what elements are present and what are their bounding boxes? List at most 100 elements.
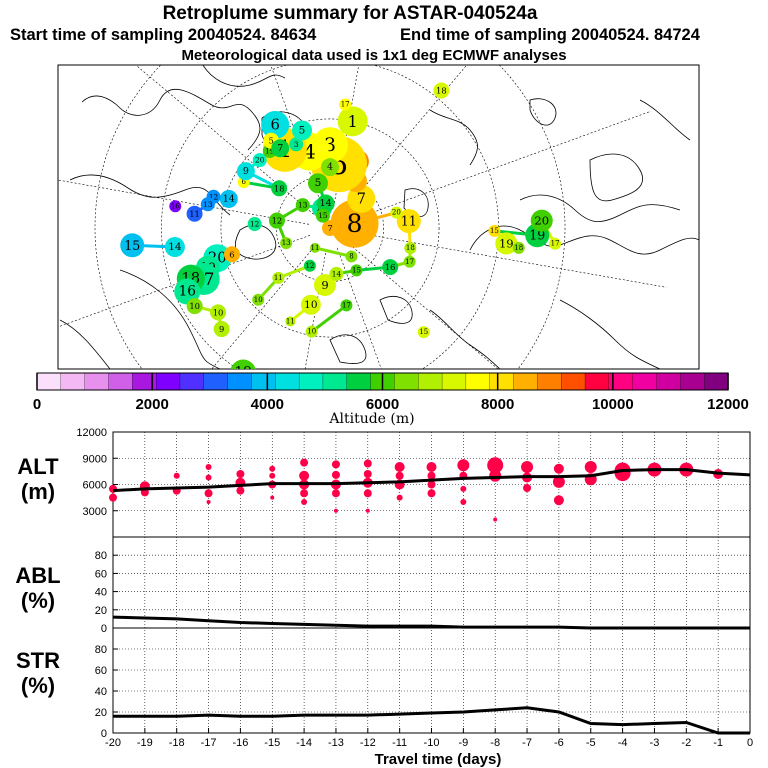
plume-bubble bbox=[404, 242, 417, 255]
plume-day-label: 14 bbox=[168, 241, 182, 253]
end-time-text: End time of sampling 20040524. 84724 bbox=[400, 26, 701, 44]
plume-bubble bbox=[219, 189, 238, 208]
plume-bubble bbox=[321, 158, 339, 177]
alt-data-point bbox=[396, 494, 403, 501]
alt-data-point bbox=[584, 461, 597, 473]
alt-data-point bbox=[553, 463, 564, 474]
alt-data-point bbox=[553, 495, 564, 506]
alt-data-point bbox=[109, 493, 117, 502]
colorbar-cell bbox=[203, 372, 229, 391]
plume-bubble bbox=[169, 200, 182, 213]
colorbar-cell bbox=[513, 372, 539, 391]
alt-data-point bbox=[205, 474, 212, 481]
alt-data-point bbox=[331, 470, 340, 479]
abl-panel-unit: (%) bbox=[21, 588, 55, 613]
plume-bubble bbox=[530, 209, 553, 232]
y-tick-label: 12000 bbox=[76, 427, 107, 439]
x-tick-label: -15 bbox=[264, 737, 280, 749]
plume-day-label: 7 bbox=[327, 223, 332, 233]
y-tick-label: 80 bbox=[95, 644, 107, 656]
alt-data-point bbox=[460, 485, 467, 492]
alt-data-point bbox=[427, 480, 436, 489]
plume-bubble bbox=[433, 82, 450, 99]
plume-bubble bbox=[303, 259, 316, 272]
x-tick-label: -16 bbox=[232, 737, 248, 749]
x-tick-label: -8 bbox=[490, 737, 500, 749]
colorbar-cell bbox=[36, 372, 62, 391]
plume-bubble bbox=[417, 326, 430, 339]
plume-day-label: 16 bbox=[385, 262, 396, 272]
x-tick-label: -6 bbox=[554, 737, 564, 749]
plume-bubble bbox=[120, 233, 145, 258]
alt-data-point bbox=[301, 499, 308, 505]
alt-mean-line bbox=[112, 468, 751, 493]
plume-bubble bbox=[340, 299, 353, 312]
x-tick-label: -14 bbox=[296, 737, 312, 749]
plume-day-label: 17 bbox=[551, 240, 560, 248]
plume-bubble bbox=[252, 153, 267, 168]
colorbar-cell bbox=[561, 372, 586, 391]
plume-bubble bbox=[314, 273, 337, 296]
plume-day-label: 12 bbox=[272, 216, 283, 226]
plume-bubble bbox=[292, 120, 313, 141]
x-tick-label: -2 bbox=[681, 737, 691, 749]
plume-bubble bbox=[271, 139, 290, 158]
plume-bubble bbox=[512, 241, 525, 254]
plume-bubble bbox=[322, 220, 338, 236]
plume-day-label: 7 bbox=[277, 143, 283, 154]
colorbar-tick-label: 0 bbox=[33, 396, 41, 413]
latitude-circle bbox=[94, 65, 566, 369]
y-tick-label: 3000 bbox=[83, 506, 107, 518]
colorbar-tick-label: 4000 bbox=[251, 396, 284, 413]
plume-day-label: 11 bbox=[286, 317, 295, 325]
alt-data-point bbox=[299, 470, 310, 481]
alt-data-point bbox=[331, 489, 340, 498]
x-tick-label: -13 bbox=[328, 737, 344, 749]
alt-data-point bbox=[236, 486, 245, 495]
colorbar-cell bbox=[680, 372, 705, 391]
colorbar-cell bbox=[322, 372, 348, 391]
colorbar-tick-label: 10000 bbox=[592, 396, 634, 413]
plume-day-label: 14 bbox=[320, 198, 332, 209]
plume-day-label: 19 bbox=[499, 236, 514, 250]
x-tick-label: -9 bbox=[458, 737, 468, 749]
plume-bubble bbox=[210, 304, 227, 321]
y-tick-label: 20 bbox=[95, 605, 107, 617]
alt-data-point bbox=[427, 471, 436, 480]
plume-bubble bbox=[549, 237, 562, 250]
colorbar-cell bbox=[584, 372, 610, 391]
alt-data-point bbox=[460, 499, 467, 505]
plume-bubble bbox=[213, 321, 230, 338]
colorbar-cell bbox=[155, 372, 181, 391]
plume-day-label: 11 bbox=[401, 214, 417, 229]
alt-data-point bbox=[395, 471, 404, 480]
colorbar-cell bbox=[489, 372, 515, 391]
plume-day-label: 16 bbox=[179, 284, 196, 300]
plume-bubble bbox=[396, 209, 421, 234]
x-tick-label: -18 bbox=[169, 737, 185, 749]
colorbar-cell bbox=[346, 372, 372, 391]
alt-data-point bbox=[523, 484, 532, 492]
plume-day-label: 17 bbox=[341, 100, 350, 108]
plume-day-label: 15 bbox=[490, 227, 499, 235]
plume-bubble bbox=[307, 173, 328, 194]
x-tick-label: -11 bbox=[392, 737, 407, 749]
plume-day-label: 15 bbox=[352, 266, 361, 274]
plume-bubble bbox=[339, 98, 352, 111]
figure-title: Retroplume summary for ASTAR-040524a bbox=[163, 3, 538, 24]
plume-day-label: 5 bbox=[315, 177, 322, 189]
plume-day-label: 10 bbox=[307, 328, 316, 336]
plume-bubble bbox=[164, 237, 185, 258]
plume-track-segment bbox=[314, 246, 352, 258]
colorbar-cell bbox=[441, 372, 467, 391]
x-tick-label: 0 bbox=[747, 737, 753, 749]
y-tick-label: 20 bbox=[95, 707, 107, 719]
alt-data-point bbox=[300, 458, 309, 467]
x-tick-label: -7 bbox=[522, 737, 532, 749]
x-tick-label: -5 bbox=[586, 737, 596, 749]
plume-bubble bbox=[285, 316, 296, 327]
plume-day-label: 18 bbox=[436, 85, 447, 95]
alt-data-point bbox=[489, 469, 502, 482]
plume-bubble bbox=[272, 271, 285, 284]
